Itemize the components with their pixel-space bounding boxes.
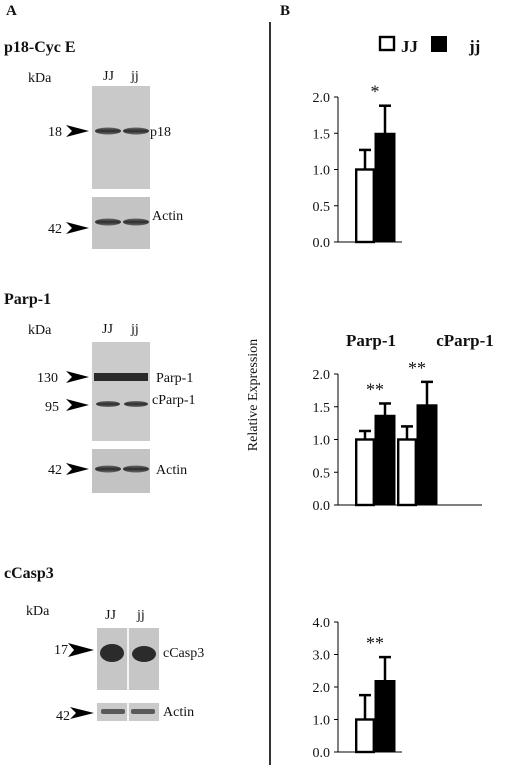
significance-marker: ** (408, 358, 426, 378)
arrowhead-marker (70, 707, 94, 719)
bar-jj-upper (397, 438, 418, 507)
arrowhead-marker (66, 125, 89, 137)
bar-jj-lower (374, 414, 396, 506)
blot-heading: p18-Cyc E (4, 39, 76, 56)
blot-band (95, 127, 121, 135)
y-tick-label: 0.0 (313, 236, 331, 251)
blot-membrane (92, 86, 150, 189)
arrowhead-marker (66, 222, 89, 234)
lane-label-jj-upper: JJ (105, 608, 116, 623)
panel-label-a: A (6, 3, 17, 19)
kda-value: 42 (48, 222, 62, 237)
blot-band (101, 709, 125, 714)
legend: JJ jj (378, 35, 480, 56)
kda-value: 18 (48, 125, 62, 140)
bar-jj-lower (374, 680, 396, 753)
lane-label-jj-upper: JJ (102, 322, 113, 337)
y-tick-label: 0.0 (313, 499, 331, 514)
kda-value: 42 (56, 709, 70, 724)
panel-label-b: B (280, 3, 290, 19)
lane-label-jj-upper: JJ (103, 69, 114, 84)
legend-swatch-jj-upper (378, 35, 396, 52)
blot-ccasp3: cCasp3 kDa JJ jj 17 cCasp3 42 Actin (4, 565, 204, 724)
blot-heading: cCasp3 (4, 565, 54, 582)
blot-parp1: Parp-1 kDa JJ jj 130 Parp-1 95 cParp-1 4… (4, 291, 196, 493)
arrowhead-marker (66, 371, 89, 383)
category-heading-parp1: Parp-1 (346, 331, 396, 350)
lane-label-jj-lower: jj (130, 69, 139, 84)
significance-marker: ** (366, 379, 384, 399)
arrowhead-marker (66, 463, 89, 475)
blot-heading: Parp-1 (4, 291, 51, 308)
kda-value: 42 (48, 463, 62, 478)
blot-band (95, 465, 121, 473)
bar-jj-upper (355, 168, 376, 244)
bar-jj-lower (374, 132, 396, 243)
y-axis-title: Relative Expression (246, 339, 261, 451)
significance-marker: * (371, 82, 380, 102)
blot-band (124, 401, 148, 407)
band-label: cParp-1 (152, 393, 196, 408)
blot-band (123, 127, 149, 135)
lane-label-jj-lower: jj (130, 322, 139, 337)
chart-ccasp3: 0.0 1.0 2.0 3.0 4.0 ** (313, 616, 402, 761)
blot-p18: p18-Cyc E kDa JJ jj 18 p18 42 Actin (4, 39, 183, 249)
blot-band (123, 218, 149, 226)
bar-jj-lower (416, 404, 438, 506)
band-label: Actin (156, 463, 187, 478)
kda-label: kDa (28, 71, 52, 86)
band-label: Actin (152, 209, 183, 224)
blot-band (123, 465, 149, 473)
chart-p18: 0.0 0.5 1.0 1.5 2.0 * (313, 82, 402, 251)
y-tick-label: 0.5 (313, 200, 331, 215)
blot-band (94, 373, 148, 381)
kda-value: 95 (45, 400, 59, 415)
kda-label: kDa (28, 323, 52, 338)
band-label: p18 (150, 125, 171, 140)
kda-value: 17 (54, 643, 68, 658)
blot-band (95, 218, 121, 226)
lane-label-jj-lower: jj (136, 608, 145, 623)
kda-label: kDa (26, 604, 50, 619)
band-label: Actin (163, 705, 194, 720)
blot-band (96, 401, 120, 407)
band-label: Parp-1 (156, 371, 193, 386)
y-tick-label: 0.5 (313, 466, 331, 481)
chart-parp1: 0.0 0.5 1.0 1.5 2.0 ** ** (313, 358, 482, 514)
y-tick-label: 4.0 (313, 616, 331, 631)
legend-label-jj-upper: JJ (401, 37, 419, 56)
bar-jj-upper (355, 718, 376, 754)
legend-label-jj-lower: jj (468, 37, 480, 56)
arrowhead-marker (66, 399, 89, 411)
y-tick-label: 2.0 (313, 368, 331, 383)
y-tick-label: 3.0 (313, 649, 331, 664)
y-tick-label: 1.0 (313, 714, 331, 729)
blot-band (131, 709, 155, 714)
y-tick-label: 2.0 (313, 91, 331, 106)
significance-marker: ** (366, 633, 384, 653)
legend-swatch-jj-lower (431, 36, 447, 52)
y-tick-label: 1.0 (313, 164, 331, 179)
y-tick-label: 1.5 (313, 127, 331, 142)
category-heading-cparp1: cParp-1 (436, 331, 494, 350)
y-tick-label: 1.5 (313, 401, 331, 416)
blot-band (100, 644, 124, 662)
blot-membrane (92, 342, 150, 441)
arrowhead-marker (68, 643, 94, 657)
y-tick-label: 1.0 (313, 434, 331, 449)
bar-jj-upper (355, 438, 376, 507)
band-label: cCasp3 (163, 646, 204, 661)
y-tick-label: 2.0 (313, 681, 331, 696)
kda-value: 130 (37, 371, 58, 386)
y-tick-label: 0.0 (313, 746, 331, 761)
blot-band (132, 646, 156, 662)
